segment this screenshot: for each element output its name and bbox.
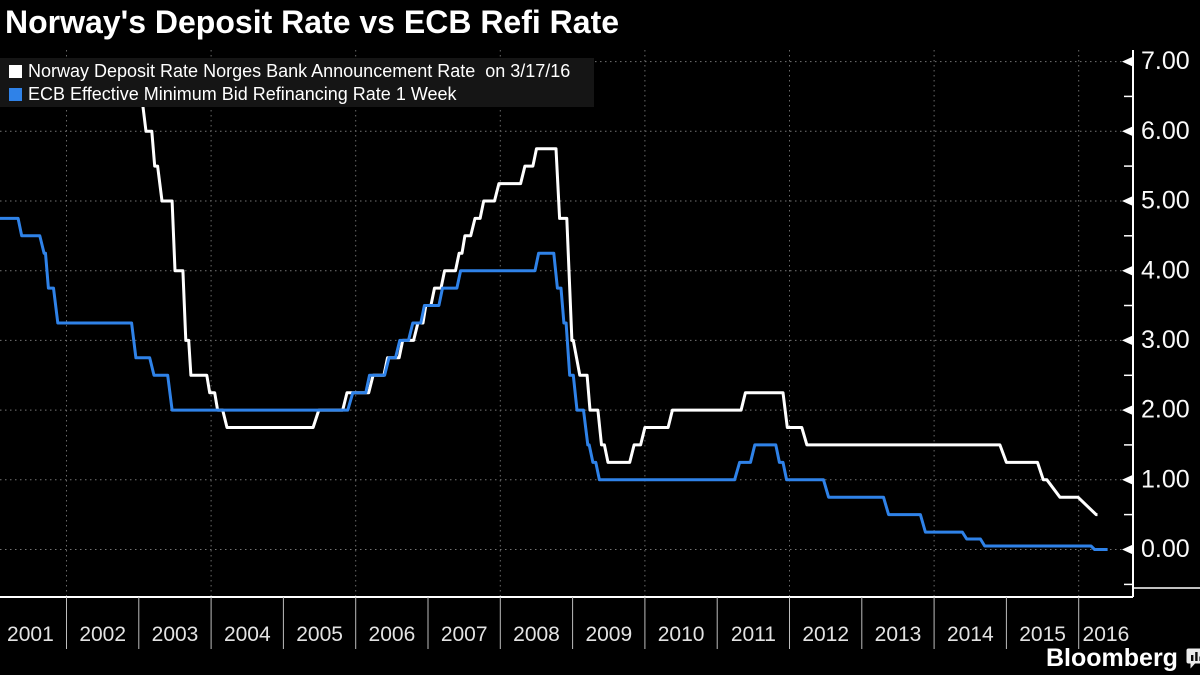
y-major-tick	[1122, 56, 1133, 67]
y-major-tick	[1122, 335, 1133, 346]
x-tick-label: 2013	[875, 623, 922, 646]
x-tick-label: 2008	[513, 623, 560, 646]
y-tick-label: 4.00	[1141, 256, 1190, 284]
legend-item-ecb: ECB Effective Minimum Bid Refinancing Ra…	[9, 84, 594, 105]
norway-series-swatch	[9, 64, 22, 78]
x-tick-label: 2005	[296, 623, 343, 646]
legend-label-norway: Norway Deposit Rate Norges Bank Announce…	[28, 60, 571, 81]
legend-item-norway: Norway Deposit Rate Norges Bank Announce…	[9, 61, 594, 82]
y-tick-label: 0.00	[1141, 535, 1190, 563]
y-major-tick	[1122, 474, 1133, 485]
series-line-ecb	[0, 216, 1108, 551]
x-tick-label: 2012	[802, 623, 849, 646]
x-tick-label: 2011	[731, 623, 776, 646]
x-tick-label: 2015	[1019, 623, 1066, 646]
y-tick-label: 7.00	[1141, 47, 1190, 75]
y-tick-label: 5.00	[1141, 187, 1190, 215]
x-tick-label: 2010	[658, 623, 705, 646]
bar-chart-bubble-icon	[1186, 648, 1200, 669]
x-tick-label: 2006	[369, 623, 416, 646]
x-tick-label: 2009	[585, 623, 632, 646]
x-tick-label: 2004	[224, 623, 271, 646]
legend-label-ecb: ECB Effective Minimum Bid Refinancing Ra…	[28, 83, 457, 104]
y-major-tick	[1122, 265, 1133, 276]
series-line-norway	[0, 60, 1098, 517]
ecb-series-swatch	[9, 87, 22, 101]
y-tick-label: 2.00	[1141, 396, 1190, 424]
x-tick-label: 2007	[441, 623, 488, 646]
y-major-tick	[1122, 126, 1133, 137]
y-major-tick	[1122, 544, 1133, 555]
chart-legend: Norway Deposit Rate Norges Bank Announce…	[0, 58, 594, 107]
bloomberg-logo: Bloomberg	[1046, 644, 1200, 673]
y-major-tick	[1122, 405, 1133, 416]
bloomberg-wordmark: Bloomberg	[1046, 644, 1178, 672]
x-tick-label: 2003	[152, 623, 199, 646]
y-tick-label: 3.00	[1141, 326, 1190, 354]
y-tick-label: 6.00	[1141, 117, 1190, 145]
page-title: Norway's Deposit Rate vs ECB Refi Rate	[5, 4, 620, 40]
x-tick-label: 2001	[7, 623, 54, 646]
x-tick-label: 2014	[947, 623, 994, 646]
x-tick-label: 2002	[79, 623, 126, 646]
x-tick-label: 2016	[1083, 623, 1130, 646]
y-tick-label: 1.00	[1141, 465, 1190, 493]
y-major-tick	[1122, 196, 1133, 206]
